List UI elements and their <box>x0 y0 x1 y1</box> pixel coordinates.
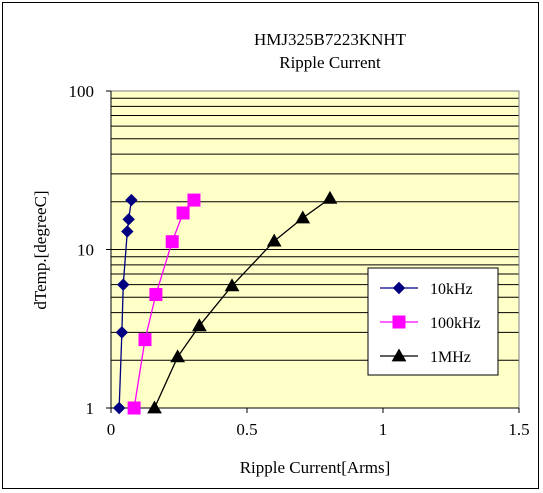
chart-title: HMJ325B7223KNHT <box>254 30 407 49</box>
data-point <box>149 288 163 302</box>
x-axis-label: Ripple Current[Arms] <box>240 458 391 477</box>
series-1MHz <box>147 190 338 414</box>
series-10kHz <box>112 193 138 415</box>
x-tick-label: 0.5 <box>236 420 257 439</box>
y-tick-label: 10 <box>77 241 94 260</box>
data-point <box>266 233 282 247</box>
data-point <box>138 333 152 347</box>
legend-marker <box>392 315 406 329</box>
legend-marker <box>391 348 407 362</box>
chart-subtitle: Ripple Current <box>279 53 381 72</box>
x-tick-label: 0 <box>107 420 116 439</box>
y-axis-label: dTemp.[degreeC] <box>31 190 50 309</box>
data-point <box>187 193 201 207</box>
x-tick-label: 1.5 <box>508 420 529 439</box>
data-point <box>115 326 129 339</box>
data-point <box>322 190 338 204</box>
data-point <box>224 278 240 292</box>
tick-labels: 0 0.5 1 1.5 1 10 100 <box>69 82 530 439</box>
y-tick-label: 100 <box>69 82 95 101</box>
data-point <box>192 318 207 332</box>
legend-label: 1MHz <box>430 349 471 366</box>
legend-label: 100kHz <box>430 315 481 332</box>
data-point <box>127 401 141 415</box>
legend-label: 10kHz <box>430 281 473 298</box>
data-point <box>117 278 130 291</box>
series-100kHz <box>127 193 201 415</box>
data-point <box>112 401 126 415</box>
x-tick-label: 1 <box>379 420 388 439</box>
data-point <box>165 235 179 249</box>
data-point <box>147 400 162 414</box>
data-point <box>125 193 138 207</box>
data-point <box>121 225 134 238</box>
data-point <box>170 349 186 363</box>
data-point <box>295 210 311 224</box>
legend-marker <box>392 281 406 295</box>
y-tick-label: 1 <box>86 399 95 418</box>
series-group <box>112 190 338 415</box>
data-point <box>176 206 190 220</box>
legend: 10kHz 100kHz 1MHz <box>367 267 499 376</box>
data-point <box>122 213 135 226</box>
